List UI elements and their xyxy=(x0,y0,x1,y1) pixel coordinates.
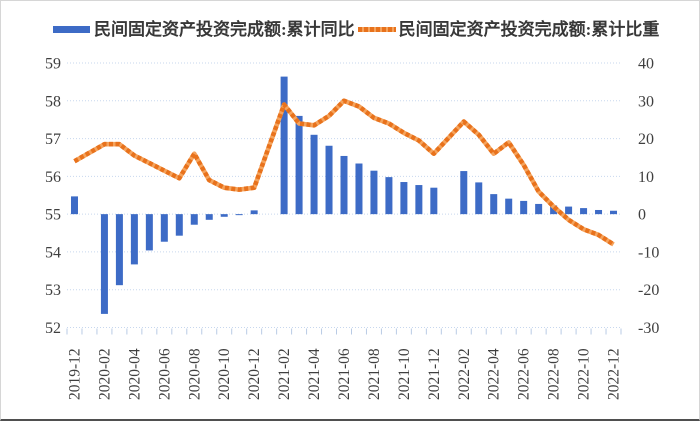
svg-text:0: 0 xyxy=(638,207,646,224)
svg-text:2022-06: 2022-06 xyxy=(516,348,533,400)
svg-text:2020-12: 2020-12 xyxy=(246,348,263,400)
bar xyxy=(490,194,498,215)
svg-text:-20: -20 xyxy=(638,282,659,299)
svg-text:2021-02: 2021-02 xyxy=(276,348,293,400)
bar xyxy=(520,200,528,215)
x-axis-labels: 2019-12 2020-02 2020-04 2020-06 2020-08 2020-… xyxy=(66,348,622,400)
svg-text:2020-02: 2020-02 xyxy=(96,348,113,400)
svg-text:2022-12: 2022-12 xyxy=(606,348,623,400)
legend-item-bar-series: 民间固定资产投资完成额:累计同比 xyxy=(53,21,355,38)
bar xyxy=(310,134,318,215)
svg-text:2021-08: 2021-08 xyxy=(366,348,383,400)
svg-text:54: 54 xyxy=(45,244,61,261)
bar xyxy=(100,214,108,314)
svg-text:2021-10: 2021-10 xyxy=(396,348,413,400)
svg-text:2021-04: 2021-04 xyxy=(306,348,323,400)
bar xyxy=(190,214,198,225)
svg-text:59: 59 xyxy=(45,56,61,73)
right-axis-labels: 40 30 20 10 0 -10 -20 -30 xyxy=(638,56,659,338)
svg-text:-30: -30 xyxy=(638,320,659,337)
bar xyxy=(145,214,153,251)
svg-text:2020-04: 2020-04 xyxy=(126,348,143,400)
svg-text:2022-02: 2022-02 xyxy=(456,348,473,400)
svg-text:2020-06: 2020-06 xyxy=(156,348,173,400)
bar xyxy=(535,203,543,215)
svg-text:-10: -10 xyxy=(638,244,659,261)
bar xyxy=(400,182,408,215)
bar xyxy=(160,214,168,242)
svg-text:20: 20 xyxy=(638,131,654,148)
svg-text:58: 58 xyxy=(45,93,61,110)
legend-item-line-series: 民间固定资产投资完成额:累计比重 xyxy=(357,20,660,39)
bar xyxy=(505,198,513,215)
svg-text:2022-04: 2022-04 xyxy=(486,348,503,400)
svg-text:2019-12: 2019-12 xyxy=(66,348,83,400)
svg-text:10: 10 xyxy=(638,169,654,186)
bar xyxy=(460,171,468,215)
chart-legend: 民间固定资产投资完成额:累计同比 民间固定资产投资完成额:累计比重 xyxy=(53,21,659,38)
left-axis-labels: 59 58 57 56 55 54 53 52 xyxy=(45,56,61,338)
svg-text:56: 56 xyxy=(45,169,61,186)
bar xyxy=(70,196,78,215)
svg-text:2021-06: 2021-06 xyxy=(336,348,353,400)
svg-text:2022-08: 2022-08 xyxy=(546,348,563,400)
bar xyxy=(430,187,438,215)
bar xyxy=(550,205,558,215)
bar xyxy=(475,182,483,215)
bar xyxy=(235,214,243,216)
bar xyxy=(610,210,618,215)
svg-text:53: 53 xyxy=(45,282,61,299)
svg-text:2022-10: 2022-10 xyxy=(576,348,593,400)
line-series xyxy=(73,98,615,247)
bar xyxy=(415,185,423,215)
bar xyxy=(355,163,363,215)
bar xyxy=(370,170,378,215)
bar xyxy=(340,155,348,215)
bar xyxy=(565,206,573,215)
bar xyxy=(205,214,213,220)
line-series-swatch-icon xyxy=(357,27,396,32)
svg-text:2021-12: 2021-12 xyxy=(426,348,443,400)
svg-text:40: 40 xyxy=(638,56,654,73)
bar xyxy=(115,214,123,286)
bar xyxy=(175,214,183,236)
x-axis-ticks xyxy=(66,328,622,335)
bar xyxy=(220,214,228,217)
bar xyxy=(580,208,588,215)
bar xyxy=(385,177,393,215)
svg-text:2020-10: 2020-10 xyxy=(216,348,233,400)
bar-series-swatch-icon xyxy=(53,26,90,33)
legend-label-line-series: 民间固定资产投资完成额:累计比重 xyxy=(398,20,660,39)
svg-text:52: 52 xyxy=(45,320,61,337)
bar xyxy=(280,76,288,215)
bar xyxy=(325,145,333,215)
bar xyxy=(595,209,603,215)
legend-label-bar-series: 民间固定资产投资完成额:累计同比 xyxy=(94,20,355,39)
svg-text:57: 57 xyxy=(45,131,61,148)
svg-text:55: 55 xyxy=(45,207,61,224)
bar xyxy=(250,210,258,215)
bar-series xyxy=(70,76,618,314)
svg-text:2020-08: 2020-08 xyxy=(186,348,203,400)
svg-text:30: 30 xyxy=(638,93,654,110)
bar xyxy=(130,214,138,265)
bar xyxy=(295,115,303,215)
